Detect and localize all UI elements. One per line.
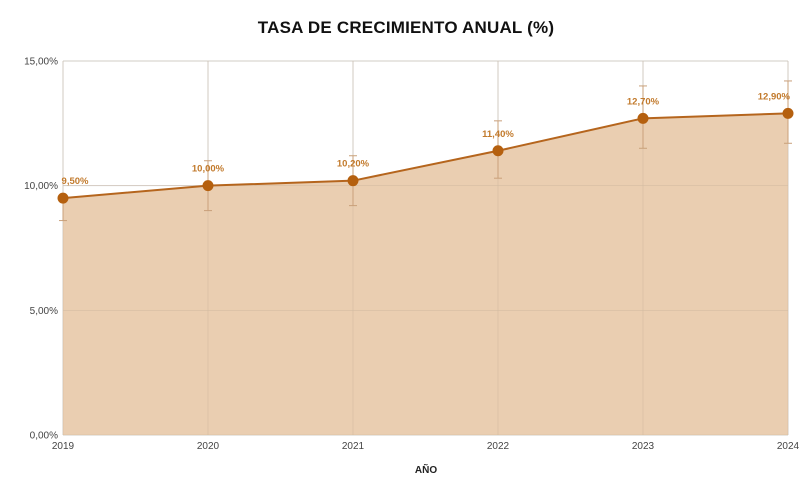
area-fill-layer xyxy=(63,113,788,436)
data-point xyxy=(347,175,359,187)
data-label: 12,70% xyxy=(627,96,660,107)
series-line-layer xyxy=(62,112,789,200)
data-label: 10,00% xyxy=(192,164,225,175)
data-point xyxy=(202,180,214,192)
data-label: 11,40% xyxy=(482,129,514,140)
y-axis-ticks: 0,00% 5,00% 10,00% 15,00% xyxy=(24,57,58,442)
x-axis-ticks: 2019 2020 2021 2022 2023 2024 xyxy=(52,441,800,452)
x-tick-label: 2021 xyxy=(342,441,365,452)
y-tick-label: 5,00% xyxy=(30,306,58,317)
data-labels: 9,50% 10,00% 10,20% 11,40% 12,70% 12,90% xyxy=(62,91,791,187)
data-point xyxy=(637,112,649,124)
x-tick-label: 2022 xyxy=(487,441,510,452)
x-axis-title: AÑO xyxy=(415,463,437,476)
data-point xyxy=(57,192,69,204)
data-label: 9,50% xyxy=(62,176,89,187)
x-tick-label: 2020 xyxy=(197,441,220,452)
data-markers xyxy=(57,107,794,204)
data-label: 12,90% xyxy=(758,91,791,102)
series-line xyxy=(62,112,789,200)
data-point xyxy=(492,145,504,157)
error-bars xyxy=(59,60,792,436)
area-fill xyxy=(63,113,788,436)
x-tick-label: 2023 xyxy=(632,441,655,452)
y-tick-label: 10,00% xyxy=(24,181,58,192)
y-tick-label: 0,00% xyxy=(30,431,58,442)
data-label: 10,20% xyxy=(337,159,370,170)
x-tick-label: 2024 xyxy=(777,441,800,452)
chart-title: TASA DE CRECIMIENTO ANUAL (%) xyxy=(257,18,555,37)
y-tick-label: 15,00% xyxy=(24,57,58,68)
x-tick-label: 2019 xyxy=(52,441,75,452)
data-point xyxy=(782,107,794,119)
